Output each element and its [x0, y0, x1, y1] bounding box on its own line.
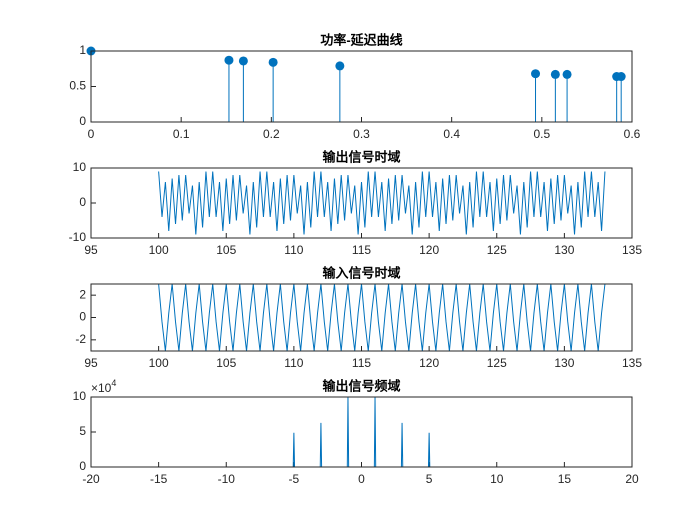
x-tick-label: 0.5 [533, 127, 550, 141]
x-tick-label: 125 [487, 243, 507, 257]
y-tick-label: 5 [79, 424, 86, 438]
x-tick-label: 100 [149, 356, 169, 370]
stem-marker [616, 72, 626, 82]
x-tick-label: 125 [487, 356, 507, 370]
axes-box [90, 50, 633, 123]
x-tick-label: 130 [554, 356, 574, 370]
y-multiplier: ×104 [91, 378, 116, 395]
y-tick-label: 0 [79, 114, 86, 128]
x-tick-label: 95 [84, 356, 98, 370]
multiplier-exponent: 4 [111, 378, 116, 388]
axes-box [90, 167, 633, 239]
y-tick-label: 0 [79, 310, 86, 324]
subplot-title: 输出信号频域 [322, 378, 400, 393]
x-tick-label: -5 [289, 472, 300, 486]
x-tick-label: 5 [426, 472, 433, 486]
x-tick-label: 0.4 [443, 127, 460, 141]
x-tick-label: 115 [352, 243, 371, 257]
stem-marker [238, 56, 248, 66]
stem-marker [562, 69, 572, 79]
x-tick-label: 105 [216, 356, 236, 370]
x-tick-label: 110 [284, 356, 303, 370]
y-tick-label: 0 [79, 459, 86, 473]
axes-box [90, 283, 633, 352]
stem-marker [531, 69, 541, 79]
subplot-title: 输出信号时域 [322, 149, 400, 164]
x-tick-label: 135 [622, 356, 642, 370]
stem-marker [224, 55, 234, 65]
x-tick-label: 0.3 [353, 127, 370, 141]
x-tick-label: 0 [358, 472, 365, 486]
x-tick-label: 0.1 [173, 127, 190, 141]
stem-marker [550, 69, 560, 79]
x-tick-label: 100 [149, 243, 169, 257]
multiplier-base: ×10 [91, 381, 112, 395]
x-tick-label: 10 [490, 472, 504, 486]
x-tick-label: 115 [352, 356, 371, 370]
subplot-title: 输入信号时域 [322, 265, 400, 280]
y-tick-label: -2 [75, 332, 86, 346]
x-tick-label: 120 [419, 243, 439, 257]
x-tick-label: 130 [554, 243, 574, 257]
x-tick-label: -20 [82, 472, 100, 486]
x-tick-label: 95 [84, 243, 98, 257]
x-tick-label: 105 [216, 243, 236, 257]
y-tick-label: 0.5 [69, 79, 86, 93]
x-tick-label: 110 [284, 243, 303, 257]
x-tick-label: 0.2 [263, 127, 280, 141]
x-tick-label: -10 [218, 472, 236, 486]
x-tick-label: 120 [419, 356, 439, 370]
x-tick-label: 135 [622, 243, 642, 257]
signal-line [158, 171, 606, 235]
subplot-title: 功率-延迟曲线 [320, 32, 402, 47]
y-tick-label: 10 [73, 160, 87, 174]
y-tick-label: 0 [79, 195, 86, 209]
y-tick-label: 1 [79, 43, 86, 57]
x-tick-label: 0 [88, 127, 95, 141]
axes-box [90, 396, 633, 468]
y-tick-label: 10 [73, 389, 87, 403]
y-tick-label: 2 [79, 287, 86, 301]
stem-marker [268, 57, 278, 67]
x-tick-label: -15 [150, 472, 168, 486]
stem-marker [335, 61, 345, 71]
x-tick-label: 15 [558, 472, 572, 486]
y-tick-label: -10 [69, 230, 87, 244]
x-tick-label: 0.6 [624, 127, 641, 141]
x-tick-label: 20 [625, 472, 639, 486]
